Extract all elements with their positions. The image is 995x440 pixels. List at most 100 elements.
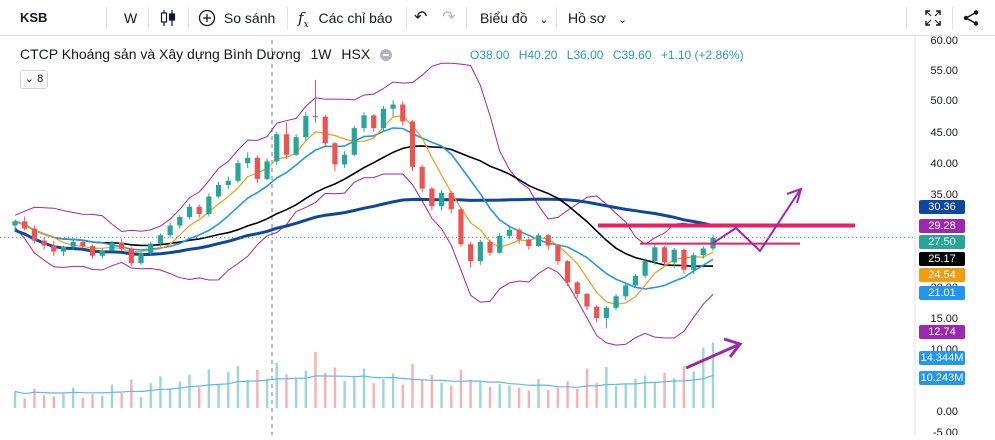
candle-body (51, 245, 57, 252)
chart-type-dropdown[interactable]: Biểu đồ ⌄ (480, 0, 549, 36)
volume-bar (430, 374, 434, 408)
ma-10-line (14, 115, 714, 306)
volume-bar (673, 378, 676, 408)
candle-body (691, 255, 697, 270)
volume-bar (256, 369, 259, 408)
volume-bar (353, 377, 356, 408)
volume-bar (362, 368, 366, 408)
candle-body (468, 244, 474, 262)
price-axis-tick: 50.00 (930, 95, 958, 107)
volume-bar (343, 380, 346, 408)
candle-body (235, 163, 241, 181)
volume-bar (139, 396, 143, 408)
candle-body (419, 166, 425, 189)
price-label-badge: 12.74 (919, 325, 965, 339)
candle-body (371, 115, 377, 129)
candle-body (157, 235, 164, 244)
volume-bar (488, 386, 492, 408)
toolbar-divider (148, 7, 149, 29)
toolbar-divider (188, 7, 189, 29)
volume-ma-line (14, 374, 714, 395)
indicators-button[interactable]: fx Các chỉ báo (298, 0, 392, 36)
candles (12, 79, 716, 329)
compare-button[interactable]: So sánh (198, 0, 275, 36)
volume-bar (275, 362, 278, 408)
share-icon[interactable] (962, 0, 980, 36)
candle-body (148, 243, 154, 254)
volume-bar (149, 383, 152, 408)
chevron-down-icon: ⌄ (617, 14, 628, 26)
compare-label: So sánh (223, 10, 276, 26)
volume-bar (217, 384, 220, 408)
price-chart[interactable]: 60.0055.0050.0045.0040.0035.0030.0025.00… (0, 35, 995, 439)
bollinger-upper-line (14, 62, 714, 245)
chevron-down-icon: ⌄ (539, 14, 549, 26)
toolbar-divider (106, 7, 107, 29)
volume-bar (236, 365, 240, 408)
chevron-down-icon: ⌄ (24, 73, 35, 85)
interval-button[interactable]: W (124, 10, 138, 26)
legend-menu-icon[interactable] (380, 49, 393, 62)
volume-bar (605, 367, 608, 408)
top-toolbar: KSB W So sánh fx Các chỉ báo ↶ ↷ Biểu đồ… (0, 0, 995, 36)
ma-mid-line (14, 145, 713, 268)
symbol-search[interactable]: KSB (20, 10, 48, 25)
volume-bar (702, 347, 705, 408)
volume-bar (304, 370, 308, 408)
volume-bar (624, 383, 627, 408)
candle-body (555, 245, 561, 262)
volume-bar (110, 384, 114, 408)
candle-body (177, 217, 183, 226)
volume-bar (653, 382, 657, 408)
function-icon: fx (298, 9, 309, 30)
candle-body (264, 161, 270, 179)
price-axis: 60.0055.0050.0045.0040.0035.0030.0025.00… (914, 35, 958, 439)
candle-body (70, 241, 76, 247)
volume-bar (246, 379, 249, 408)
undo-icon[interactable]: ↶ (414, 9, 428, 26)
candle-body (584, 293, 590, 307)
candle-body (245, 157, 251, 164)
volume-bar (52, 396, 55, 408)
candle-body (632, 275, 639, 286)
volume-bar (33, 388, 36, 408)
candle-body (215, 184, 222, 197)
ohlc-change: +1.10 (+2.86%) (660, 48, 744, 62)
candle-body (186, 206, 193, 218)
profile-dropdown[interactable]: Hồ sơ ⌄ (568, 0, 627, 36)
price-axis-tick: 40.00 (930, 158, 958, 170)
volume-bar (537, 379, 540, 408)
candle-body (351, 128, 357, 155)
candle-body (652, 247, 658, 262)
profile-label: Hồ sơ (568, 10, 606, 26)
volume-bar (314, 351, 317, 408)
candle-body (225, 180, 231, 185)
candle-type-icon[interactable] (160, 0, 180, 36)
candle-body (516, 229, 522, 240)
price-axis-tick: 55.00 (930, 65, 958, 77)
volume-bar (663, 372, 666, 408)
candle-body (22, 221, 28, 229)
volume-bar (585, 368, 589, 408)
volume-bar (411, 363, 414, 408)
candle-body (390, 104, 396, 109)
candle-body (60, 246, 67, 252)
redo-icon[interactable]: ↷ (442, 9, 456, 26)
indicators-collapse-button[interactable]: ⌄ 8 (20, 70, 48, 89)
volume-bar (227, 372, 230, 408)
volume-bar (91, 394, 94, 408)
chart-area[interactable]: 60.0055.0050.0045.0040.0035.0030.0025.00… (0, 35, 995, 439)
candle-body (526, 239, 532, 247)
candle-body (12, 221, 18, 226)
volume-bar (23, 398, 26, 408)
candle-body (477, 241, 483, 262)
candle-body (574, 282, 580, 294)
volume-bar (101, 396, 104, 408)
volume-bar (178, 381, 182, 408)
price-axis-tick: 35.00 (930, 189, 958, 201)
volume-bar (382, 379, 385, 408)
fullscreen-icon[interactable] (924, 0, 942, 36)
ohlc-open: O38.00 (470, 48, 510, 62)
volume-bar (469, 379, 472, 408)
volume-bar (265, 378, 269, 408)
